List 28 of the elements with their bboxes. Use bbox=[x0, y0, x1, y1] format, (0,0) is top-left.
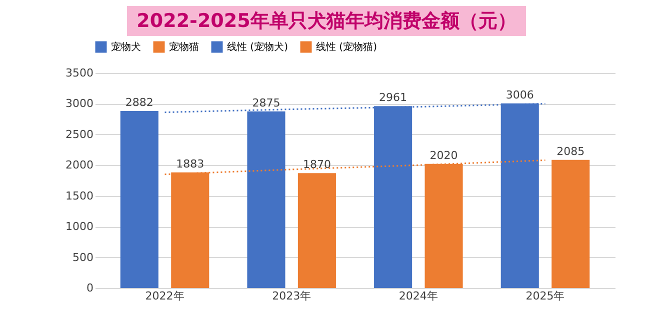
x-tick-label: 2022年 bbox=[145, 290, 184, 302]
legend-label: 线性 (宠物猫) bbox=[316, 41, 378, 53]
chart-title: 2022-2025年单只犬猫年均消费金额（元） bbox=[126, 6, 526, 36]
data-label: 2961 bbox=[379, 91, 408, 104]
data-label: 2020 bbox=[430, 148, 458, 162]
data-label: 2085 bbox=[556, 144, 585, 158]
data-label: 1883 bbox=[176, 157, 204, 170]
y-tick-label: 3000 bbox=[66, 97, 94, 110]
data-label: 2882 bbox=[125, 96, 154, 109]
y-tick-label: 1000 bbox=[66, 220, 94, 234]
bar bbox=[120, 110, 158, 288]
legend-label: 线性 (宠物犬) bbox=[227, 41, 288, 53]
y-tick-label: 1500 bbox=[66, 189, 94, 202]
y-tick-label: 500 bbox=[72, 250, 94, 264]
legend-label: 宠物犬 bbox=[111, 41, 141, 53]
data-label: 2875 bbox=[252, 96, 280, 110]
data-label: 3006 bbox=[506, 88, 534, 102]
bar bbox=[298, 173, 336, 288]
x-tick-label: 2023年 bbox=[272, 290, 312, 302]
legend-label: 宠物猫 bbox=[169, 41, 199, 53]
x-tick-label: 2024年 bbox=[398, 290, 438, 302]
y-tick-label: 2500 bbox=[66, 128, 94, 141]
y-tick-label: 2000 bbox=[66, 158, 94, 172]
y-tick-label: 0 bbox=[86, 282, 94, 294]
x-tick-label: 2025年 bbox=[526, 290, 565, 302]
y-tick-label: 3500 bbox=[66, 66, 94, 80]
bar bbox=[552, 160, 590, 288]
data-label: 1870 bbox=[302, 158, 331, 172]
